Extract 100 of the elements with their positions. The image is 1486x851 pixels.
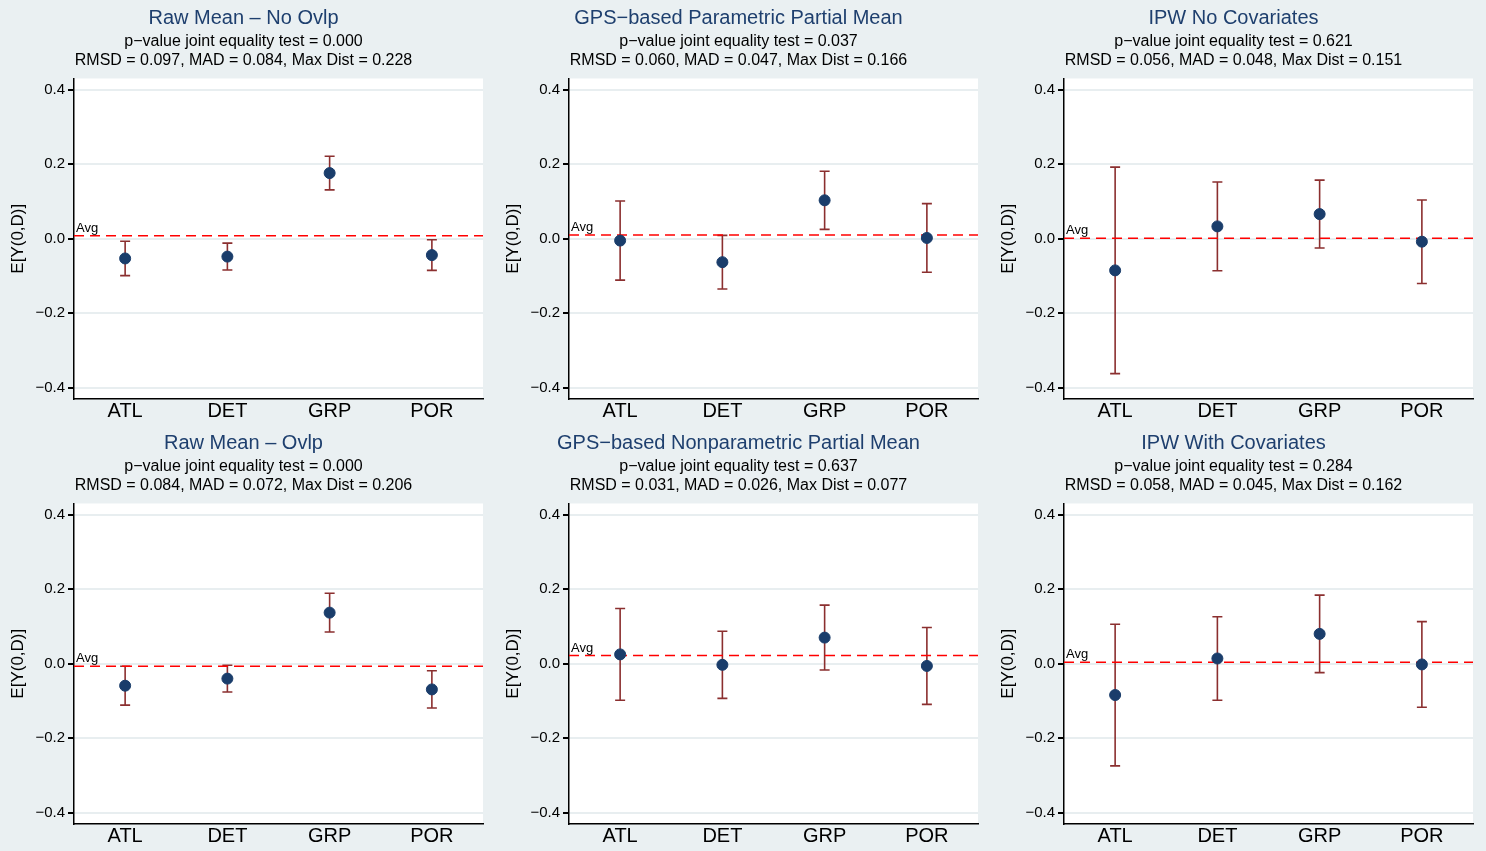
y-tick-label: 0.2 <box>1034 579 1056 597</box>
x-tick-label: GRP <box>307 823 352 846</box>
chart-title: GPS−based Parametric Partial Mean <box>574 5 903 28</box>
point <box>1415 235 1428 248</box>
y-tick-label: −0.4 <box>530 802 561 820</box>
chart-title: Raw Mean – Ovlp <box>164 430 323 453</box>
chart-subtitle: p−value joint equality test = 0.000 RMSD = 0.097, MAD = 0.084, Max Dist = 0.228 <box>74 32 413 69</box>
point <box>818 631 831 644</box>
point <box>1415 658 1428 671</box>
chart-subtitle: p−value joint equality test = 0.284 RMSD = 0.058, MAD = 0.045, Max Dist = 0.162 <box>1064 457 1403 494</box>
y-tick-label: 0.4 <box>1034 79 1056 97</box>
point <box>119 679 132 692</box>
y-tick-label: 0.4 <box>44 504 66 522</box>
y-tick-label: −0.4 <box>35 802 66 820</box>
y-tick-label: 0.2 <box>44 154 66 172</box>
point <box>425 249 438 262</box>
chart-subtitle: p−value joint equality test = 0.000 RMSD = 0.084, MAD = 0.072, Max Dist = 0.206 <box>74 457 413 494</box>
y-axis-title: E[Y(0,D)] <box>502 628 522 699</box>
y-tick-label: −0.2 <box>1025 303 1056 321</box>
x-tick-label: GRP <box>1297 398 1342 421</box>
y-tick-label: 0.0 <box>44 653 66 671</box>
point <box>716 658 729 671</box>
y-tick-label: 0.0 <box>1034 228 1056 246</box>
y-tick-label: −0.2 <box>35 728 66 746</box>
y-tick-label: 0.0 <box>1034 653 1056 671</box>
y-tick-label: −0.2 <box>530 728 561 746</box>
y-tick-label: 0.2 <box>539 579 561 597</box>
ref-line-label: Avg <box>1066 646 1089 662</box>
x-tick-label: DET <box>207 823 248 846</box>
ref-line-label: Avg <box>76 219 99 235</box>
x-tick-label: ATL <box>602 398 638 421</box>
y-tick-label: 0.4 <box>44 79 66 97</box>
x-tick-label: DET <box>207 398 248 421</box>
x-tick-label: POR <box>410 823 454 846</box>
point <box>920 659 933 672</box>
x-tick-label: DET <box>702 398 743 421</box>
x-tick-label: GRP <box>802 398 847 421</box>
x-tick-label: ATL <box>107 823 143 846</box>
chart-title: GPS−based Nonparametric Partial Mean <box>557 430 920 453</box>
y-axis-title: E[Y(0,D)] <box>997 628 1017 699</box>
y-tick-label: 0.0 <box>539 228 561 246</box>
ref-line-label: Avg <box>571 639 594 655</box>
y-tick-label: 0.2 <box>44 579 66 597</box>
point <box>818 194 831 207</box>
point <box>1313 627 1326 640</box>
y-tick-label: 0.0 <box>539 653 561 671</box>
y-tick-label: −0.2 <box>35 303 66 321</box>
y-tick-label: −0.2 <box>1025 728 1056 746</box>
point <box>614 234 627 247</box>
point <box>323 167 336 180</box>
chart-subtitle: p−value joint equality test = 0.037 RMSD = 0.060, MAD = 0.047, Max Dist = 0.166 <box>569 32 908 69</box>
y-tick-label: −0.4 <box>35 377 66 395</box>
y-tick-label: 0.2 <box>539 154 561 172</box>
point <box>1211 652 1224 665</box>
y-axis-title: E[Y(0,D)] <box>997 203 1017 274</box>
x-tick-label: POR <box>905 823 949 846</box>
y-tick-label: −0.2 <box>530 303 561 321</box>
x-tick-label: POR <box>905 398 949 421</box>
x-tick-label: POR <box>410 398 454 421</box>
x-tick-label: GRP <box>802 823 847 846</box>
y-tick-label: −0.4 <box>1025 802 1056 820</box>
ref-line-label: Avg <box>1066 222 1089 238</box>
point <box>119 252 132 265</box>
x-tick-label: ATL <box>602 823 638 846</box>
chart-title: Raw Mean – No Ovlp <box>148 5 339 28</box>
y-tick-label: 0.4 <box>539 504 561 522</box>
point <box>221 250 234 263</box>
chart-title: IPW No Covariates <box>1148 5 1319 28</box>
y-tick-label: 0.4 <box>539 79 561 97</box>
x-tick-label: DET <box>1197 823 1238 846</box>
chart-subtitle: p−value joint equality test = 0.637 RMSD = 0.031, MAD = 0.026, Max Dist = 0.077 <box>569 457 908 494</box>
x-tick-label: DET <box>1197 398 1238 421</box>
y-tick-label: −0.4 <box>530 377 561 395</box>
y-axis-title: E[Y(0,D)] <box>7 203 27 274</box>
chart-subtitle: p−value joint equality test = 0.621 RMSD = 0.056, MAD = 0.048, Max Dist = 0.151 <box>1064 32 1403 69</box>
point <box>323 606 336 619</box>
x-tick-label: ATL <box>1097 398 1133 421</box>
point <box>1109 689 1122 702</box>
x-tick-label: GRP <box>307 398 352 421</box>
y-tick-label: 0.0 <box>44 228 66 246</box>
point <box>1109 264 1122 277</box>
ref-line-label: Avg <box>571 219 594 235</box>
y-tick-label: −0.4 <box>1025 377 1056 395</box>
x-tick-label: ATL <box>107 398 143 421</box>
point <box>1211 220 1224 233</box>
chart-title: IPW With Covariates <box>1141 430 1326 453</box>
point <box>425 683 438 696</box>
x-tick-label: POR <box>1400 823 1444 846</box>
ref-line-label: Avg <box>76 650 99 666</box>
point <box>1313 208 1326 221</box>
point <box>614 648 627 661</box>
point <box>716 256 729 269</box>
point <box>221 672 234 685</box>
x-tick-label: ATL <box>1097 823 1133 846</box>
y-tick-label: 0.2 <box>1034 154 1056 172</box>
x-tick-label: GRP <box>1297 823 1342 846</box>
y-tick-label: 0.4 <box>1034 504 1056 522</box>
y-axis-title: E[Y(0,D)] <box>7 628 27 699</box>
x-tick-label: POR <box>1400 398 1444 421</box>
x-tick-label: DET <box>702 823 743 846</box>
